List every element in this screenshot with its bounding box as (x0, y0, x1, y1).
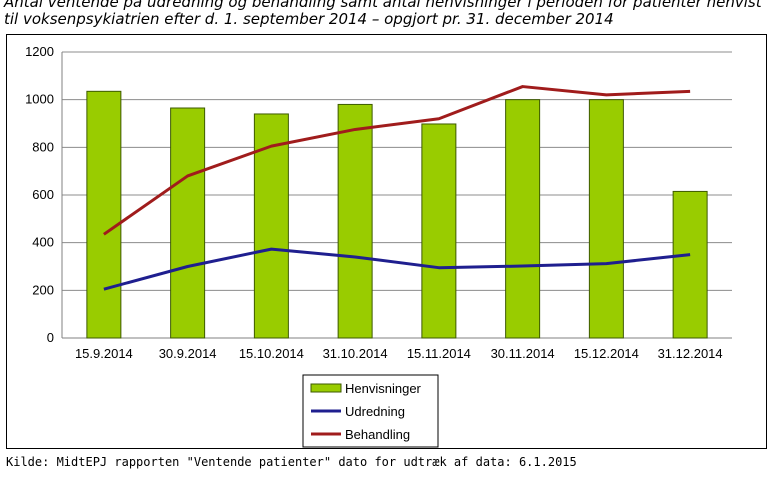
x-tick-label: 30.9.2014 (159, 346, 217, 361)
y-tick-label: 800 (32, 139, 54, 154)
x-tick-label: 15.10.2014 (239, 346, 304, 361)
bar-henvisninger (86, 90, 122, 339)
legend-label: Udredning (345, 404, 405, 419)
x-tick-label: 31.12.2014 (658, 346, 723, 361)
bar-henvisninger (588, 99, 624, 339)
line-udredning (103, 247, 691, 291)
source-note: Kilde: MidtEPJ rapporten "Ventende patie… (6, 455, 577, 469)
x-tick-label: 15.9.2014 (75, 346, 133, 361)
chart-title: Antal ventende på udredning og behandlin… (4, 0, 762, 28)
y-tick-label: 200 (32, 282, 54, 297)
x-tick-label: 15.11.2014 (407, 346, 471, 361)
chart-frame: 0 200 400 600 800 1000 1200 15.9.2014 30.9.2014 1… (6, 34, 767, 449)
y-tick-label: 1200 (25, 44, 54, 59)
chart-svg: 0 200 400 600 800 1000 1200 15.9.2014 30.9.2014 1… (25, 44, 732, 448)
y-tick-label: 0 (47, 330, 54, 345)
bar-henvisninger (421, 123, 457, 339)
y-tick-label: 1000 (25, 92, 54, 107)
x-tick-label: 15.12.2014 (574, 346, 639, 361)
bar-henvisninger (672, 190, 708, 339)
y-tick-label: 600 (32, 187, 54, 202)
bar-henvisninger (505, 99, 541, 339)
legend-label: Henvisninger (345, 381, 422, 396)
bar-henvisninger (337, 103, 373, 339)
x-tick-label: 31.10.2014 (323, 346, 388, 361)
y-tick-label: 400 (32, 235, 54, 250)
legend-label: Behandling (345, 427, 410, 442)
bar-henvisninger (170, 107, 206, 339)
line-behandling (103, 85, 691, 236)
x-tick-label: 30.11.2014 (491, 346, 555, 361)
legend-swatch-bar (310, 383, 342, 393)
